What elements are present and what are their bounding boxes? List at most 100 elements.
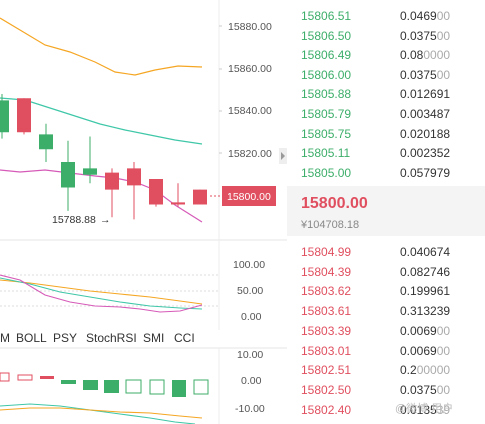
orderbook-bid-row[interactable]: 15802.50 0.037500 [287,381,485,399]
orderbook-price: 15805.79 [301,107,352,121]
orderbook-price: 15804.99 [301,245,352,259]
orderbook-price: 15804.39 [301,264,352,279]
candle-body [149,179,163,205]
orderbook-bid-row[interactable]: 15802.40 0.013539 [287,401,485,419]
last-price: 15800.00 [301,195,368,212]
orderbook-amount: 0.200000 [400,363,451,378]
tab-boll[interactable]: BOLL [16,331,47,345]
candle-body [127,168,141,186]
orderbook-amount: 0.057979 [400,165,451,180]
current-price-tag [222,186,276,206]
orderbook-price: 15802.51 [301,363,352,378]
indicator-tick: 50.00 [237,285,263,297]
orderbook-price: 15806.51 [301,9,352,23]
watermark: @微博 用户 [395,403,454,415]
orderbook-price: 15805.11 [301,146,351,161]
orderbook-price: 15803.62 [301,284,352,299]
tab-stochrsi[interactable]: StochRSI [86,331,137,345]
orderbook-amount: 0.037500 [400,382,451,397]
orderbook-amount: 0.002352 [400,146,451,161]
candle-body [193,189,207,205]
orderbook-ask-row[interactable]: 15805.11 0.002352 [287,144,485,162]
price-tick: 15840.00 [228,105,272,117]
orderbook-bid-row[interactable]: 15803.62 0.199961 [287,282,485,300]
orderbook-bid-row[interactable]: 15803.39 0.006900 [287,322,485,340]
orderbook-amount: 0.037500 [400,67,451,82]
orderbook-ask-row[interactable]: 15806.50 0.037500 [287,27,485,45]
orderbook-bid-row[interactable]: 15803.61 0.313239 [287,302,485,320]
orderbook-ask-row[interactable]: 15805.88 0.012691 [287,85,485,103]
orderbook-price: 15803.61 [301,304,352,319]
orderbook-amount: 0.003487 [400,107,451,121]
orderbook-bid-row[interactable]: 15804.99 0.040674 [287,243,485,261]
orderbook-amount: 0.082746 [400,264,451,279]
indicator-line-orange [0,279,203,305]
macd-bar [61,380,76,384]
orderbook-price: 15803.39 [301,323,352,338]
orderbook-amount: 0.020188 [400,126,451,141]
orderbook-amount: 0.013539 [400,402,451,417]
macd-bar [104,380,119,393]
orderbook-amount: 0.006900 [400,323,451,338]
tab-smi[interactable]: SMI [143,331,164,345]
macd-bar [0,372,10,382]
orderbook-amount: 0.037500 [400,28,451,43]
candle-body [61,162,75,188]
orderbook-ask-row[interactable]: 15805.75 0.020188 [287,125,485,143]
low-price-arrow: → [100,214,111,226]
macd-tick: -10.00 [235,403,265,415]
orderbook-ask-row[interactable]: 15806.49 0.080000 [287,46,485,64]
indicator-line-teal [0,277,203,310]
orderbook-bid-row[interactable]: 15802.51 0.200000 [287,361,485,379]
macd-bar [40,376,54,379]
orderbook-amount: 0.199961 [400,284,451,299]
indicator-tick: 0.00 [241,311,262,323]
candlestick-series [0,94,207,220]
chart-area[interactable]: 15880.00 15860.00 15840.00 15820.00 1580… [0,0,287,424]
ma-line-orange [0,17,203,76]
price-tick: 15860.00 [228,63,272,75]
chevron-right-icon[interactable] [281,152,285,160]
orderbook-amount: 0.080000 [400,48,451,63]
price-tick: 15820.00 [228,148,272,160]
orderbook-amount: 0.046900 [400,9,451,23]
orderbook-amount: 0.040674 [400,245,451,259]
orderbook-price: 15805.00 [301,165,352,180]
orderbook-price: 15805.88 [301,87,352,102]
orderbook-price: 15806.49 [301,48,352,63]
macd-bar [172,380,186,397]
orderbook-bid-row[interactable]: 15804.39 0.082746 [287,263,485,281]
price-tick: 15880.00 [228,21,272,33]
orderbook-price: 15802.40 [301,402,352,417]
orderbook-price: 15805.75 [301,126,352,141]
orderbook-ask-row[interactable]: 15805.79 0.003487 [287,105,485,123]
macd-bar [83,380,98,390]
order-book: 15806.51 0.046900 15806.50 0.037500 15806.49… [287,0,485,424]
macd-bar [193,379,209,395]
orderbook-price: 15806.50 [301,28,352,43]
orderbook-price: 15803.01 [301,343,352,358]
orderbook-bid-row[interactable]: 15803.01 0.006900 [287,342,485,360]
orderbook-ask-row[interactable]: 15805.00 0.057979 [287,164,485,182]
indicator-tick: 100.00 [233,259,265,271]
mid-price-block: 15800.00 ¥104708.18 [287,186,485,236]
candle-body [39,134,53,150]
macd-bar [17,374,33,381]
candle-body [17,98,31,133]
current-price-tag-label: 15800.00 [227,191,271,203]
tab-psy[interactable]: PSY [53,331,77,345]
tab-cci[interactable]: CCI [174,331,195,345]
orderbook-amount: 0.012691 [400,87,451,102]
orderbook-ask-row[interactable]: 15806.00 0.037500 [287,66,485,84]
orderbook-price: 15802.50 [301,382,352,397]
candle-body [0,100,9,133]
macd-tick: 10.00 [237,349,263,361]
macd-bar [149,379,165,395]
candle-body [105,172,119,190]
macd-tick: 0.00 [241,375,262,387]
macd-bar [125,379,142,394]
orderbook-ask-row[interactable]: 15806.51 0.046900 [287,7,485,25]
orderbook-amount: 0.006900 [400,343,451,358]
tab-m[interactable]: M [0,331,10,345]
converted-price: ¥104708.18 [301,219,360,231]
